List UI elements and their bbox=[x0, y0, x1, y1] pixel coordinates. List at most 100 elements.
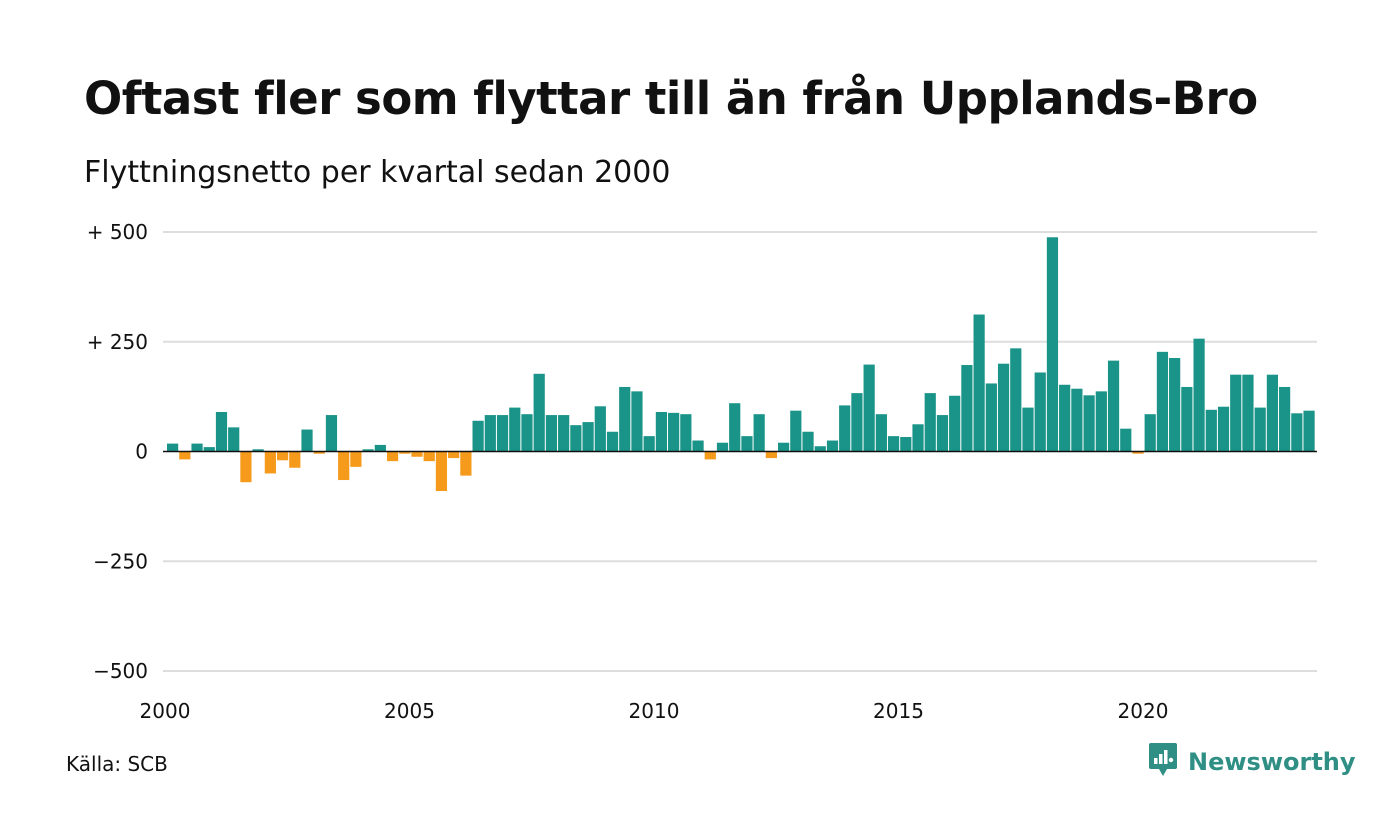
bar: 2016 Q1: 127 bbox=[949, 395, 961, 452]
bar: 2003 Q1: -5 bbox=[313, 451, 325, 454]
bar: 2012 Q4: 93 bbox=[790, 410, 802, 452]
bar: 2006 Q1: -55 bbox=[460, 451, 472, 476]
bar: 2010 Q4: 25 bbox=[692, 440, 704, 452]
bar: 2015 Q3: 133 bbox=[924, 393, 936, 452]
bar: 2004 Q1: 5 bbox=[362, 449, 374, 452]
bar: 2018 Q4: 128 bbox=[1083, 395, 1095, 452]
bar: 2023 Q2: 93 bbox=[1303, 410, 1315, 452]
bar: 2020 Q2: 227 bbox=[1156, 351, 1169, 452]
bar: 2007 Q4: 83 bbox=[545, 415, 558, 452]
bar: 2017 Q4: 180 bbox=[1034, 372, 1046, 452]
bar: 2009 Q3: 137 bbox=[631, 391, 643, 452]
y-tick-label: −500 bbox=[93, 659, 148, 683]
bar: 2022 Q4: 147 bbox=[1279, 386, 1291, 452]
bar: 2020 Q3: 213 bbox=[1169, 357, 1181, 452]
bar: 2015 Q1: 33 bbox=[900, 437, 912, 452]
bar: 2003 Q3: -65 bbox=[338, 451, 350, 481]
bar: 2016 Q3: 312 bbox=[973, 314, 985, 452]
bar: 2019 Q1: 137 bbox=[1095, 391, 1107, 452]
bar: 2004 Q2: 15 bbox=[374, 444, 386, 452]
bar: 2017 Q3: 100 bbox=[1022, 407, 1034, 452]
source-note: Källa: SCB bbox=[66, 752, 168, 776]
bar: 2010 Q2: 88 bbox=[668, 412, 680, 452]
bar: 2000 Q4: 10 bbox=[203, 447, 215, 452]
bar: 2016 Q4: 155 bbox=[985, 383, 997, 452]
bar: 2013 Q4: 105 bbox=[839, 405, 851, 452]
bar: 2014 Q1: 133 bbox=[851, 393, 863, 452]
x-tick-label: 2015 bbox=[873, 699, 924, 723]
bar: 2018 Q3: 143 bbox=[1071, 388, 1083, 452]
bar: 2002 Q4: 50 bbox=[301, 429, 313, 452]
newsworthy-logo-icon bbox=[1148, 742, 1178, 782]
bar: 2008 Q3: 67 bbox=[582, 422, 594, 452]
bar: 2007 Q3: 177 bbox=[533, 373, 545, 452]
bar: 2022 Q3: 175 bbox=[1266, 374, 1278, 452]
x-tick-label: 2020 bbox=[1118, 699, 1169, 723]
bar: 2007 Q1: 100 bbox=[509, 407, 521, 452]
bar: 2010 Q3: 85 bbox=[680, 414, 692, 452]
y-tick-label: −250 bbox=[93, 549, 148, 573]
bar: 2003 Q2: 83 bbox=[325, 415, 338, 452]
chart-title: Oftast fler som flyttar till än från Upp… bbox=[84, 72, 1258, 125]
bar: 2022 Q2: 100 bbox=[1254, 407, 1266, 452]
bar: 2014 Q3: 85 bbox=[875, 414, 887, 452]
bar: 2020 Q1: 85 bbox=[1144, 414, 1156, 452]
x-tick-label: 2010 bbox=[629, 699, 680, 723]
bar: 2010 Q1: 90 bbox=[655, 411, 667, 452]
bar: 2006 Q2: 70 bbox=[472, 420, 484, 452]
bar: 2009 Q4: 35 bbox=[643, 436, 655, 452]
bar: 2015 Q2: 62 bbox=[912, 424, 924, 452]
bar: 2001 Q4: 5 bbox=[252, 449, 264, 452]
brand[interactable]: Newsworthy bbox=[1148, 743, 1356, 781]
bar: 2014 Q2: 198 bbox=[863, 364, 875, 452]
bar: 2023 Q1: 87 bbox=[1291, 413, 1303, 452]
bar: 2005 Q1: -12 bbox=[411, 451, 423, 457]
bar: 2008 Q1: 83 bbox=[558, 415, 570, 452]
bar: 2021 Q4: 175 bbox=[1230, 374, 1242, 452]
bar: 2000 Q2: -18 bbox=[179, 451, 191, 460]
bar: 2000 Q3: 18 bbox=[191, 443, 203, 452]
bar: 2005 Q2: -22 bbox=[423, 451, 435, 462]
bar: 2008 Q2: 60 bbox=[570, 425, 582, 452]
bar: 2018 Q1: 488 bbox=[1046, 237, 1059, 452]
bar: 2000 Q1: 18 bbox=[167, 443, 179, 452]
bar: 2012 Q1: 85 bbox=[753, 414, 765, 452]
bar: 2018 Q2: 152 bbox=[1059, 384, 1071, 452]
bar: 2004 Q3: -22 bbox=[386, 451, 399, 462]
bar: 2013 Q3: 25 bbox=[826, 440, 839, 452]
bar: 2008 Q4: 103 bbox=[594, 406, 606, 452]
bar: 2006 Q3: 83 bbox=[484, 415, 496, 452]
y-tick-label: + 500 bbox=[87, 220, 148, 244]
bar: 2002 Q1: -50 bbox=[264, 451, 276, 474]
bar: 2020 Q4: 147 bbox=[1181, 386, 1193, 452]
bar: 2022 Q1: 175 bbox=[1242, 374, 1254, 452]
bars: 2000 Q1: 182000 Q2: -182000 Q3: 182000 Q… bbox=[167, 237, 1315, 492]
x-tick-label: 2000 bbox=[140, 699, 191, 723]
y-axis-ticks: + 500 + 250 0 −250 −500 bbox=[87, 220, 148, 683]
bar: 2017 Q2: 235 bbox=[1010, 348, 1022, 452]
brand-name: Newsworthy bbox=[1188, 748, 1356, 776]
bar: 2013 Q1: 45 bbox=[802, 431, 814, 452]
bar: 2009 Q1: 45 bbox=[606, 431, 619, 452]
bar: 2015 Q4: 83 bbox=[936, 415, 949, 452]
bar: 2005 Q3: -90 bbox=[435, 451, 448, 492]
bar: 2019 Q3: 52 bbox=[1120, 428, 1132, 452]
bar: 2014 Q4: 35 bbox=[887, 436, 900, 452]
bar: 2019 Q4: -5 bbox=[1132, 451, 1144, 454]
x-axis-ticks: 2000 2005 2010 2015 2020 bbox=[140, 699, 1169, 723]
bar: 2021 Q1: 257 bbox=[1193, 338, 1205, 452]
bar: 2016 Q2: 197 bbox=[961, 365, 973, 452]
bar: 2011 Q4: 35 bbox=[741, 436, 753, 452]
bar: 2005 Q4: -15 bbox=[448, 451, 460, 459]
bar: 2002 Q3: -37 bbox=[289, 451, 301, 468]
bar: 2001 Q1: 90 bbox=[215, 411, 228, 452]
bar: 2002 Q2: -20 bbox=[276, 451, 289, 461]
bar: 2012 Q2: -15 bbox=[765, 451, 777, 459]
y-tick-label: + 250 bbox=[87, 330, 148, 354]
bar: 2001 Q3: -70 bbox=[240, 451, 252, 483]
gridlines bbox=[163, 231, 1317, 672]
bar: 2004 Q4: -5 bbox=[399, 451, 411, 454]
bar: 2001 Q2: 55 bbox=[228, 427, 240, 452]
bar: 2003 Q4: -35 bbox=[350, 451, 362, 467]
